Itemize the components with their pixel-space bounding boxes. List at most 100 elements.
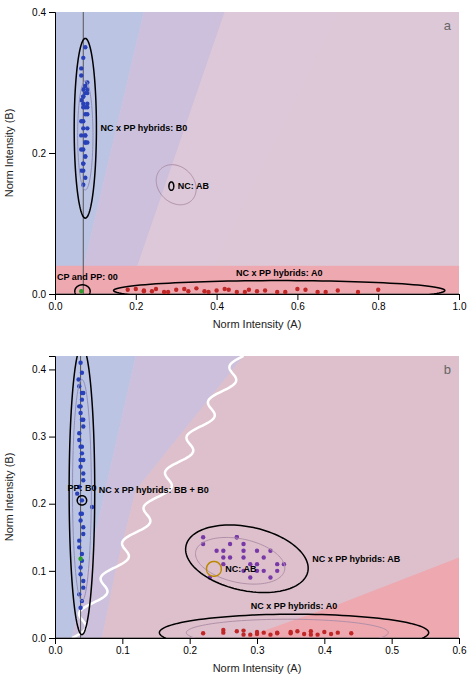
y-tick-mark — [49, 638, 55, 639]
point — [221, 549, 225, 553]
point — [186, 289, 190, 293]
ellipse — [186, 525, 309, 593]
series — [79, 45, 89, 187]
x-tick-mark — [122, 638, 123, 644]
point — [221, 630, 225, 634]
point — [262, 555, 266, 559]
y-axis: 0.00.10.20.30.4 — [32, 357, 55, 644]
y-tick-mark — [49, 294, 55, 295]
point — [241, 542, 245, 546]
point — [275, 630, 279, 634]
y-axis-line — [49, 13, 56, 295]
y-tick: 0.2 — [32, 148, 55, 159]
point — [194, 286, 198, 290]
point — [83, 45, 87, 49]
point — [214, 288, 218, 292]
point — [227, 288, 231, 292]
point — [78, 606, 82, 610]
x-tick: 0.4 — [318, 638, 332, 656]
point — [295, 629, 299, 633]
point — [80, 512, 84, 516]
point — [206, 290, 210, 294]
x-tick-mark — [378, 294, 379, 300]
point — [77, 404, 81, 408]
x-tick-label: 0.2 — [183, 645, 197, 656]
x-tick-label: 0.4 — [318, 645, 332, 656]
point — [235, 629, 239, 633]
plot-background — [55, 356, 459, 638]
point — [262, 569, 266, 573]
x-tick-mark — [257, 638, 258, 644]
y-tick: 0.4 — [32, 364, 55, 375]
point — [79, 289, 83, 293]
x-tick: 0.3 — [251, 638, 265, 656]
y-tick: 0.1 — [32, 566, 55, 577]
y-tick: 0.3 — [32, 431, 55, 442]
point — [322, 630, 326, 634]
x-tick: 0.8 — [372, 294, 386, 312]
point — [81, 126, 85, 130]
point — [248, 632, 252, 636]
point — [201, 631, 205, 635]
ellipse — [169, 182, 174, 190]
x-tick-mark — [324, 638, 325, 644]
panel-label: a — [444, 18, 452, 33]
ellipse-label: NC x PP hybrids: BB + B0 — [99, 485, 209, 495]
y-tick-label: 0.0 — [32, 633, 46, 644]
ellipse-label: NC x PP hybrids: AB — [312, 554, 401, 564]
panel: 0.00.20.40.60.81.00.00.20.4Norm Intensit… — [3, 7, 467, 330]
point — [81, 532, 85, 536]
point — [80, 498, 84, 502]
y-tick-mark — [49, 437, 55, 438]
x-tick: 1.0 — [453, 294, 467, 312]
x-tick-label: 0.3 — [251, 645, 265, 656]
point — [81, 56, 85, 60]
x-tick-mark — [392, 638, 393, 644]
point — [81, 424, 85, 428]
region — [128, 12, 338, 294]
ellipse — [74, 38, 96, 218]
point — [81, 585, 85, 589]
point — [241, 549, 245, 553]
point — [376, 288, 380, 292]
ellipse — [75, 285, 90, 294]
x-tick-label: 0.2 — [129, 301, 143, 312]
x-tick-mark — [459, 294, 460, 300]
ellipse — [77, 496, 86, 505]
x-tick-label: 0.4 — [210, 301, 224, 312]
x-axis: 0.00.20.40.60.81.0 — [49, 294, 467, 312]
region — [244, 557, 459, 638]
point — [77, 538, 81, 542]
ellipse — [69, 356, 95, 635]
point — [78, 444, 82, 448]
x-tick: 0.0 — [49, 638, 63, 656]
x-tick-label: 0.8 — [372, 301, 386, 312]
point — [81, 391, 85, 395]
y-tick-label: 0.1 — [32, 566, 46, 577]
point — [283, 290, 287, 294]
point — [323, 290, 327, 294]
point — [81, 579, 85, 583]
point — [85, 140, 89, 144]
point — [248, 575, 252, 579]
y-tick-mark — [49, 369, 55, 370]
y-tick: 0.0 — [32, 289, 55, 300]
point — [349, 631, 353, 635]
point — [83, 175, 87, 179]
point — [81, 525, 85, 529]
point — [80, 451, 84, 455]
annotations: aNC x PP hybrids: B0NC: ABNC x PP hybrid… — [57, 18, 452, 282]
x-axis-title: Norm Intensity (A) — [213, 662, 302, 674]
y-axis-line — [49, 357, 56, 639]
y-tick: 0.0 — [32, 633, 55, 644]
point — [303, 288, 307, 292]
point — [79, 147, 83, 151]
point — [85, 91, 89, 95]
panel: 0.00.10.20.30.40.50.60.00.10.20.30.4Norm… — [3, 346, 467, 674]
point — [268, 632, 272, 636]
point — [166, 290, 170, 294]
y-tick-label: 0.3 — [32, 431, 46, 442]
x-axis-title: Norm Intensity (A) — [213, 318, 302, 330]
point — [77, 438, 81, 442]
x-tick-mark — [217, 294, 218, 300]
